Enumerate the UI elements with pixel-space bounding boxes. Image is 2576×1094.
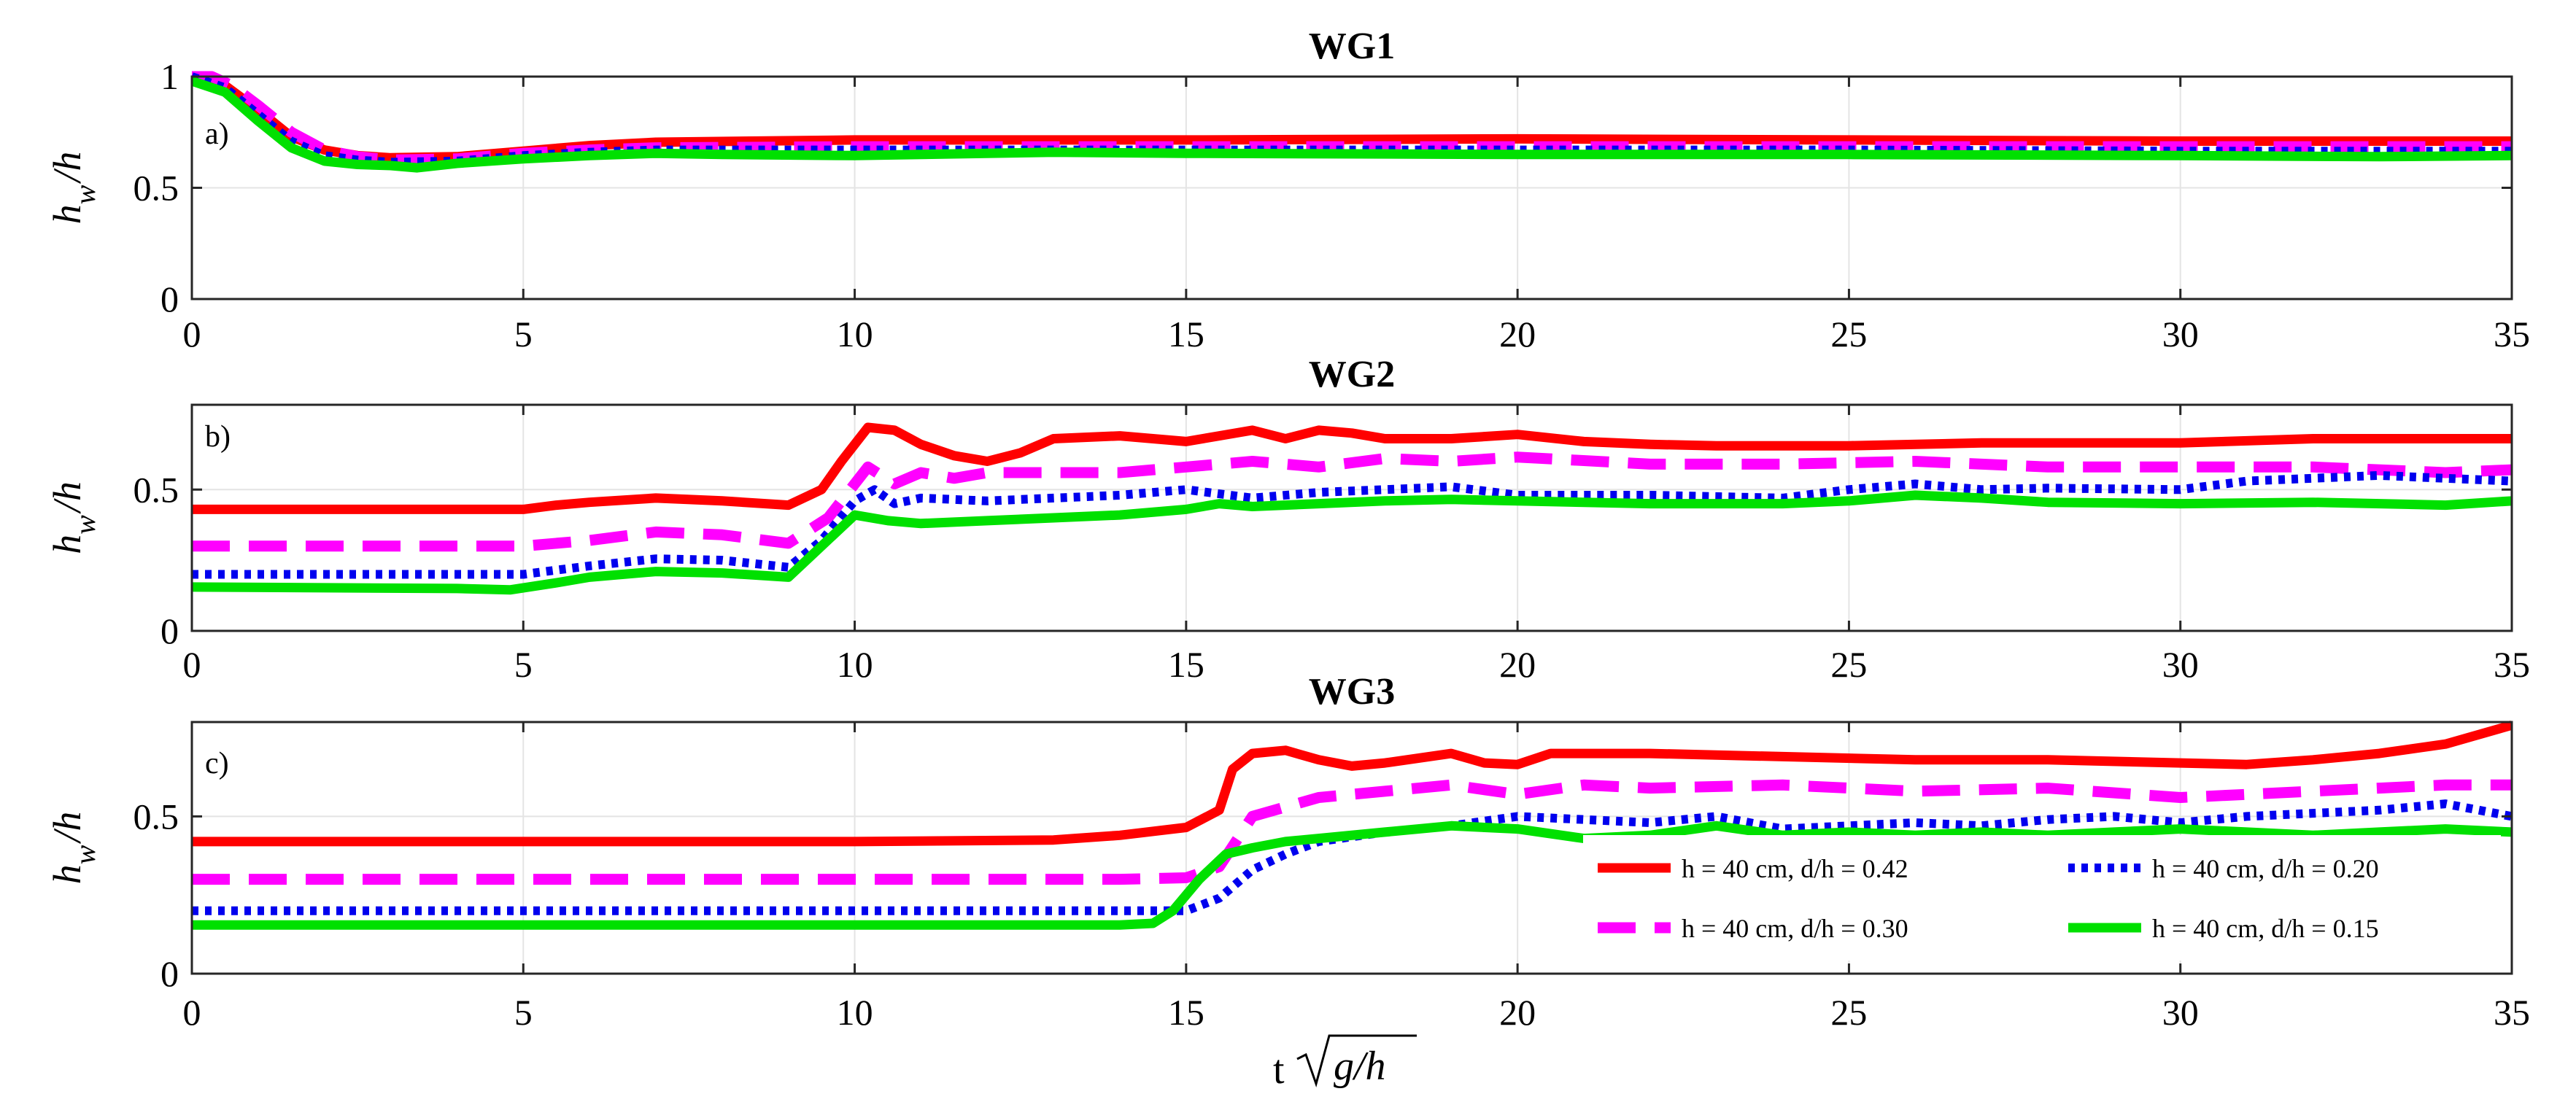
y-axis-label-h: h [45,535,89,554]
x-axis-label-g: g/h [1334,1044,1386,1089]
x-axis-label-t: t [1273,1047,1285,1093]
series-line-solid [192,76,2512,173]
x-tick-label: 0 [183,992,201,1033]
x-tick-label: 10 [837,992,873,1033]
x-axis-label: t g/h [1273,1034,1417,1093]
panel-wg2: 0 5 10 15 20 25 30 35 0 0.5 WG2 b) hw/h [45,354,2530,685]
x-tick-label: 35 [2494,644,2530,685]
x-tick-label: 35 [2494,314,2530,354]
y-tick-label: 0.5 [134,469,179,510]
series-line-solid [192,490,2512,595]
y-axis-label-tail: /h [45,481,89,514]
legend-entry: h = 40 cm, d/h = 0.30 [1682,914,1908,943]
panel-label: b) [205,420,231,454]
x-tick-label: 5 [514,644,533,685]
x-tick-label: 25 [1830,314,1867,354]
x-tick-label: 30 [2162,314,2199,354]
panel-label: a) [205,117,229,151]
x-tick-label: 15 [1168,992,1204,1033]
y-axis-label: hw/h [45,481,101,554]
x-tick-label: 5 [514,992,533,1033]
series-line-solid [192,422,2512,514]
sqrt-icon [1296,1034,1417,1088]
y-axis-label-h: h [45,864,89,884]
x-tick-label: 20 [1499,992,1536,1033]
series-line-dotted [192,470,2512,579]
series-line-dashed [192,451,2512,552]
legend-box [1583,835,2501,961]
y-axis-label-tail: /h [45,152,89,185]
axes-box [190,721,2513,975]
x-tick-label: 10 [837,644,873,685]
x-tick-label: 10 [837,314,873,354]
series-group [192,721,2512,930]
y-tick-label: 0.5 [134,168,179,209]
x-tick-label: 0 [183,314,201,354]
panel-title: WG3 [1309,671,1395,713]
x-tick-label: 15 [1168,314,1204,354]
panel-title: WG2 [1309,354,1395,395]
legend-entry: h = 40 cm, d/h = 0.42 [1682,854,1908,883]
legend-entry: h = 40 cm, d/h = 0.15 [2152,914,2379,943]
legend-entry: h = 40 cm, d/h = 0.20 [2152,854,2379,883]
series-line-dotted [192,799,2512,915]
y-axis-label: hw/h [45,152,101,225]
x-tick-label: 5 [514,314,533,354]
series-group [192,71,2512,173]
y-tick-label: 0 [160,610,179,651]
y-axis-label-tail: /h [45,812,89,845]
x-tick-label: 15 [1168,644,1204,685]
panel-wg1: 0 5 10 15 20 25 30 35 0 0.5 1 WG1 a) hw/h [45,26,2530,354]
x-tick-label: 30 [2162,992,2199,1033]
y-tick-label: 1 [160,56,179,97]
x-tick-label: 30 [2162,644,2199,685]
x-tick-label: 20 [1499,314,1536,354]
y-tick-label: 0.5 [134,796,179,837]
series-line-solid [192,721,2512,847]
y-axis-label-sub: w [69,185,101,204]
y-axis-label: hw/h [45,812,101,885]
series-line-dashed [192,71,2512,166]
x-tick-label: 25 [1830,644,1867,685]
y-tick-label: 0 [160,953,179,994]
panel-label: c) [205,747,229,780]
x-tick-label: 25 [1830,992,1867,1033]
x-tick-label: 35 [2494,992,2530,1033]
y-tick-label: 0 [160,279,179,319]
panel-title: WG1 [1309,26,1395,67]
x-tick-label: 0 [183,644,201,685]
axes-box [190,403,2513,632]
series-group [192,422,2512,595]
legend: h = 40 cm, d/h = 0.42 h = 40 cm, d/h = 0.… [1583,835,2501,961]
y-axis-label-h: h [45,204,89,224]
y-axis-label-sub: w [69,845,101,864]
x-tick-label: 20 [1499,644,1536,685]
y-axis-label-sub: w [69,515,101,535]
